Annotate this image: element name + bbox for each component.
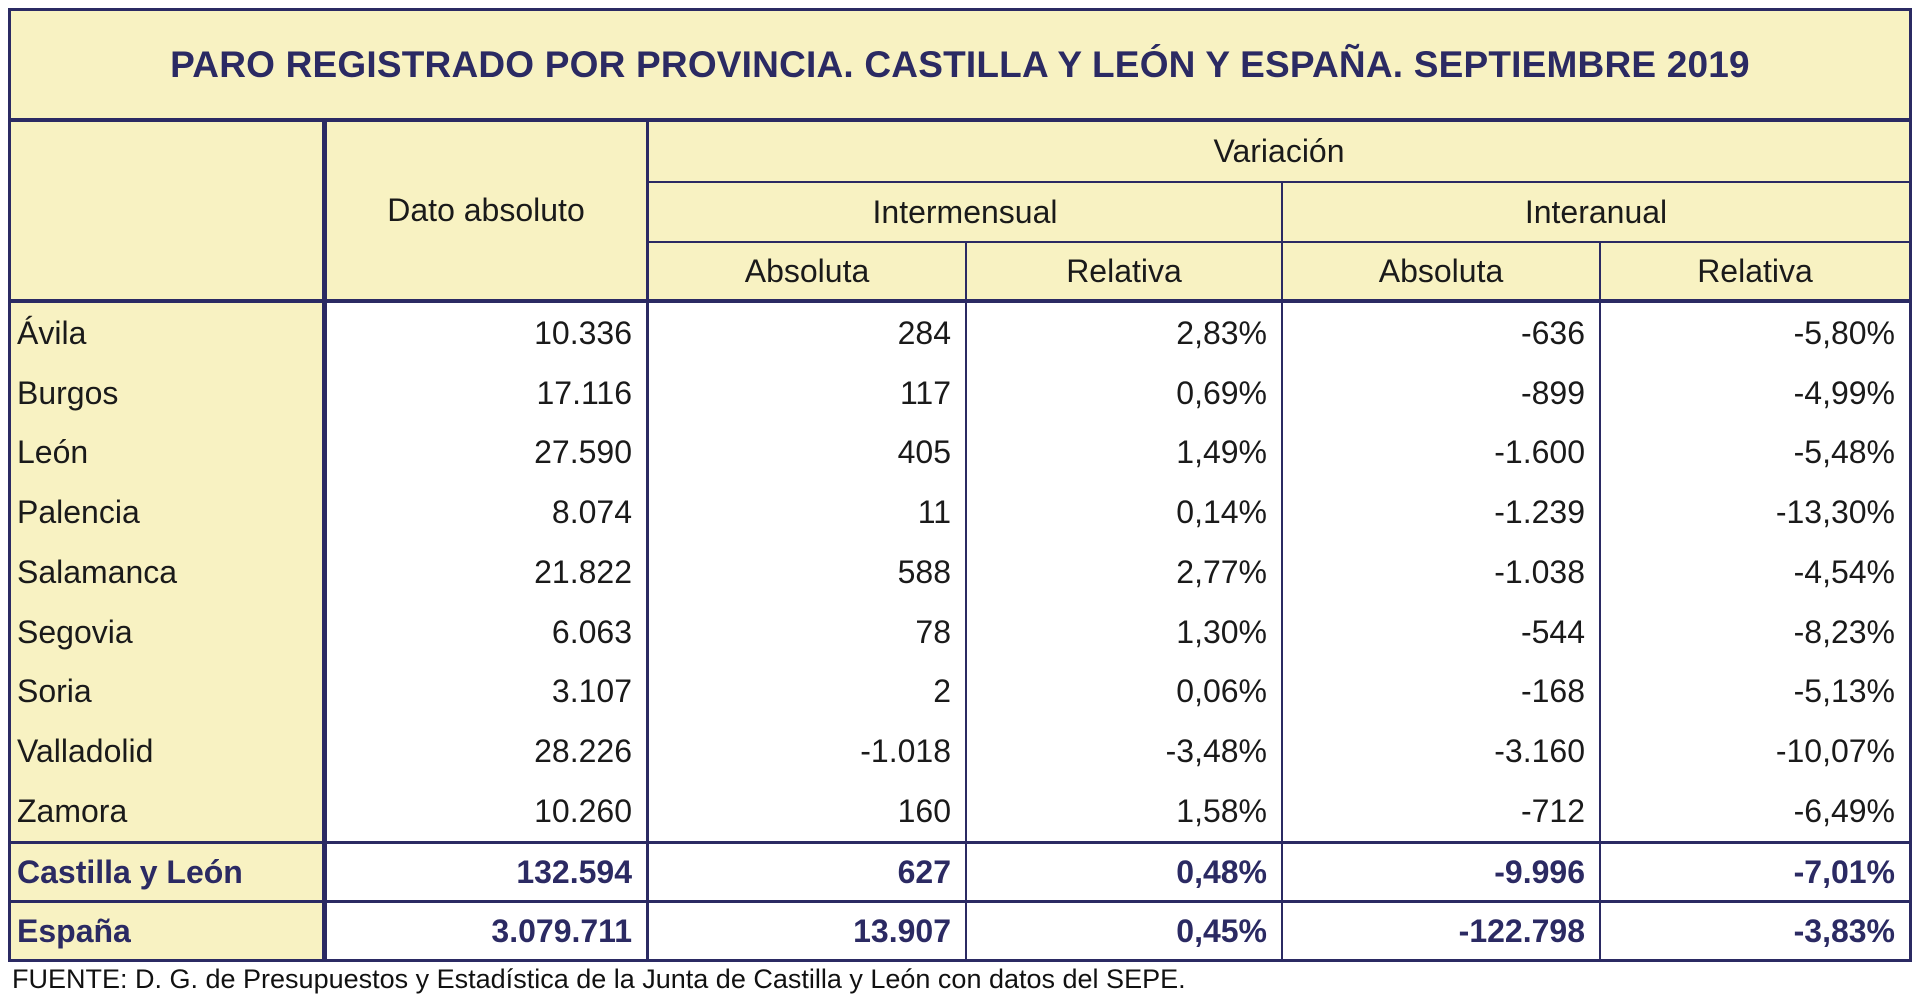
table-row-ia-abs: -712 (1283, 781, 1599, 841)
table-row-name: Valladolid (11, 721, 322, 781)
table-row-im-rel: 2,83% (967, 303, 1281, 363)
table-row-im-abs: 11 (649, 482, 965, 542)
table-row-ia-abs: -1.038 (1283, 542, 1599, 602)
table-row-name: Palencia (11, 482, 322, 542)
total-row-im-rel: 0,48% (967, 844, 1281, 900)
table-row-dato: 10.260 (327, 781, 646, 841)
table-frame: PARO REGISTRADO POR PROVINCIA. CASTILLA … (8, 8, 1912, 962)
header-im-absoluta: Absoluta (649, 243, 965, 299)
total-row-dato: 3.079.711 (327, 903, 646, 959)
table-row-ia-abs: -168 (1283, 661, 1599, 721)
table-row-im-abs: 405 (649, 422, 965, 482)
table-row-name: Salamanca (11, 542, 322, 602)
table-row-im-abs: -1.018 (649, 721, 965, 781)
table-row-ia-rel: -8,23% (1601, 602, 1909, 662)
header-variacion: Variación (649, 122, 1909, 181)
total-row-ia-rel: -3,83% (1601, 903, 1909, 959)
table-row-ia-rel: -4,99% (1601, 363, 1909, 423)
table-row-ia-abs: -1.600 (1283, 422, 1599, 482)
header-ia-relativa: Relativa (1601, 243, 1909, 299)
table-row-im-rel: 1,49% (967, 422, 1281, 482)
table-row-ia-rel: -5,13% (1601, 661, 1909, 721)
grid-line (1599, 243, 1601, 959)
data-table: Dato absoluto Variación Intermensual Int… (11, 122, 1909, 959)
table-row-ia-abs: -3.160 (1283, 721, 1599, 781)
grid-line (1281, 183, 1283, 959)
total-row-dato: 132.594 (327, 844, 646, 900)
header-dato-absoluto: Dato absoluto (327, 122, 645, 299)
grid-line (649, 241, 1909, 243)
table-row-im-abs: 160 (649, 781, 965, 841)
table-row-ia-rel: -10,07% (1601, 721, 1909, 781)
header-interanual: Interanual (1283, 183, 1909, 241)
table-row-im-abs: 2 (649, 661, 965, 721)
table-row-name: Segovia (11, 602, 322, 662)
table-row-im-rel: 0,14% (967, 482, 1281, 542)
table-row-name: Burgos (11, 363, 322, 423)
table-row-dato: 8.074 (327, 482, 646, 542)
header-ia-absoluta: Absoluta (1283, 243, 1599, 299)
table-title: PARO REGISTRADO POR PROVINCIA. CASTILLA … (170, 43, 1750, 85)
total-row-im-abs: 627 (649, 844, 965, 900)
table-row-dato: 10.336 (327, 303, 646, 363)
grid-line (11, 299, 1909, 303)
table-row-dato: 6.063 (327, 602, 646, 662)
table-row-ia-rel: -4,54% (1601, 542, 1909, 602)
table-row-name: Zamora (11, 781, 322, 841)
total-row-im-abs: 13.907 (649, 903, 965, 959)
table-row-name: Ávila (11, 303, 322, 363)
total-row-ia-abs: -9.996 (1283, 844, 1599, 900)
header-intermensual: Intermensual (649, 183, 1281, 241)
table-row-im-rel: 1,30% (967, 602, 1281, 662)
table-row-ia-rel: -6,49% (1601, 781, 1909, 841)
table-row-im-rel: 1,58% (967, 781, 1281, 841)
grid-line (649, 181, 1909, 183)
table-row-im-rel: -3,48% (967, 721, 1281, 781)
table-row-ia-rel: -13,30% (1601, 482, 1909, 542)
table-row-im-abs: 117 (649, 363, 965, 423)
table-row-dato: 17.116 (327, 363, 646, 423)
grid-line (965, 243, 967, 959)
table-row-ia-rel: -5,48% (1601, 422, 1909, 482)
total-row-im-rel: 0,45% (967, 903, 1281, 959)
table-row-im-abs: 588 (649, 542, 965, 602)
grid-line (322, 122, 327, 959)
table-row-ia-abs: -636 (1283, 303, 1599, 363)
total-row-ia-rel: -7,01% (1601, 844, 1909, 900)
grid-line (646, 122, 649, 959)
source-note: FUENTE: D. G. de Presupuestos y Estadíst… (12, 964, 1186, 994)
table-row-name: León (11, 422, 322, 482)
total-row-name: España (11, 903, 322, 959)
table-row-dato: 28.226 (327, 721, 646, 781)
grid-line (11, 841, 1909, 844)
table-row-dato: 27.590 (327, 422, 646, 482)
table-row-ia-rel: -5,80% (1601, 303, 1909, 363)
title-box: PARO REGISTRADO POR PROVINCIA. CASTILLA … (11, 11, 1909, 122)
grid-line (11, 900, 1909, 903)
total-row-name: Castilla y León (11, 844, 322, 900)
table-row-ia-abs: -544 (1283, 602, 1599, 662)
table-row-name: Soria (11, 661, 322, 721)
table-row-dato: 3.107 (327, 661, 646, 721)
table-row-im-rel: 0,69% (967, 363, 1281, 423)
table-row-im-abs: 284 (649, 303, 965, 363)
table-row-dato: 21.822 (327, 542, 646, 602)
table-row-ia-abs: -1.239 (1283, 482, 1599, 542)
table-row-im-abs: 78 (649, 602, 965, 662)
table-row-im-rel: 2,77% (967, 542, 1281, 602)
table-row-im-rel: 0,06% (967, 661, 1281, 721)
table-row-ia-abs: -899 (1283, 363, 1599, 423)
header-im-relativa: Relativa (967, 243, 1281, 299)
total-row-ia-abs: -122.798 (1283, 903, 1599, 959)
